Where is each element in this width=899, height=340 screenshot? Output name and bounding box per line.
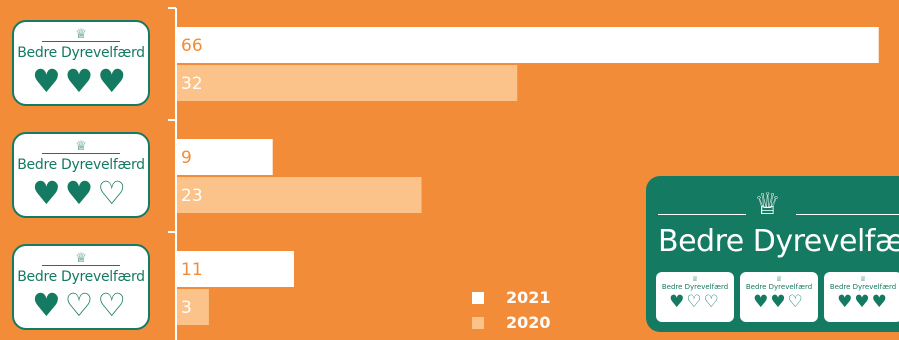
mini-brand-text: Bedre Dyrevelfærd	[661, 283, 729, 291]
big-logo: ♕ Bedre Dyrevelfærd ♕ Bedre Dyrevelfærd …	[646, 176, 899, 332]
bar-2020-1	[177, 65, 518, 101]
divider-right	[796, 214, 899, 215]
data-label-2021-3: 11	[181, 260, 203, 280]
crown-icon: ♕	[75, 27, 87, 42]
hearts-2-icon: ♥♥♡	[753, 292, 805, 312]
hearts-1-icon: ♥♡♡	[31, 286, 131, 324]
label-brand-text: Bedre Dyrevelfærd	[17, 157, 145, 173]
label-brand-text: Bedre Dyrevelfærd	[17, 269, 145, 285]
divider	[42, 153, 120, 154]
bar-2020-2	[177, 177, 422, 213]
data-label-2021-1: 66	[181, 36, 203, 56]
label-card-1-heart: ♕ Bedre Dyrevelfærd ♥♡♡	[12, 244, 150, 330]
bar-2021-2	[177, 139, 273, 175]
legend-item-2021: 2021	[472, 288, 551, 307]
crown-icon: ♕	[754, 187, 781, 222]
mini-brand-text: Bedre Dyrevelfærd	[829, 283, 897, 291]
mini-label-2-hearts: ♕ Bedre Dyrevelfærd ♥♥♡	[740, 272, 818, 322]
crown-icon: ♕	[75, 139, 87, 154]
bar-2021-3	[177, 251, 294, 287]
data-label-2020-1: 32	[181, 74, 203, 94]
mini-label-3-hearts: ♕ Bedre Dyrevelfærd ♥♥♥	[824, 272, 899, 322]
legend: 2021 2020	[472, 288, 551, 332]
hearts-1-icon: ♥♡♡	[669, 292, 721, 312]
hearts-3-icon: ♥♥♥	[837, 292, 889, 312]
label-card-3-hearts: ♕ Bedre Dyrevelfærd ♥♥♥	[12, 20, 150, 106]
mini-brand-text: Bedre Dyrevelfærd	[745, 283, 813, 291]
hearts-2-icon: ♥♥♡	[31, 174, 131, 212]
crown-icon: ♕	[775, 275, 783, 283]
crown-icon: ♕	[859, 275, 867, 283]
divider	[42, 41, 120, 42]
legend-item-2020: 2020	[472, 313, 551, 332]
big-logo-title: Bedre Dyrevelfærd	[658, 224, 899, 259]
divider	[42, 265, 120, 266]
data-label-2020-2: 23	[181, 186, 203, 206]
label-card-2-hearts: ♕ Bedre Dyrevelfærd ♥♥♡	[12, 132, 150, 218]
legend-label-2021: 2021	[506, 288, 551, 307]
data-label-2020-3: 3	[181, 298, 192, 318]
legend-swatch-2021	[472, 292, 484, 304]
mini-label-1-heart: ♕ Bedre Dyrevelfærd ♥♡♡	[656, 272, 734, 322]
crown-icon: ♕	[75, 251, 87, 266]
label-brand-text: Bedre Dyrevelfærd	[17, 45, 145, 61]
hearts-3-icon: ♥♥♥	[31, 62, 131, 100]
crown-icon: ♕	[691, 275, 699, 283]
legend-label-2020: 2020	[506, 313, 551, 332]
data-label-2021-2: 9	[181, 148, 192, 168]
divider-left	[658, 214, 746, 215]
bar-2020-3	[177, 289, 209, 325]
legend-swatch-2020	[472, 317, 484, 329]
bar-2021-1	[177, 27, 879, 63]
